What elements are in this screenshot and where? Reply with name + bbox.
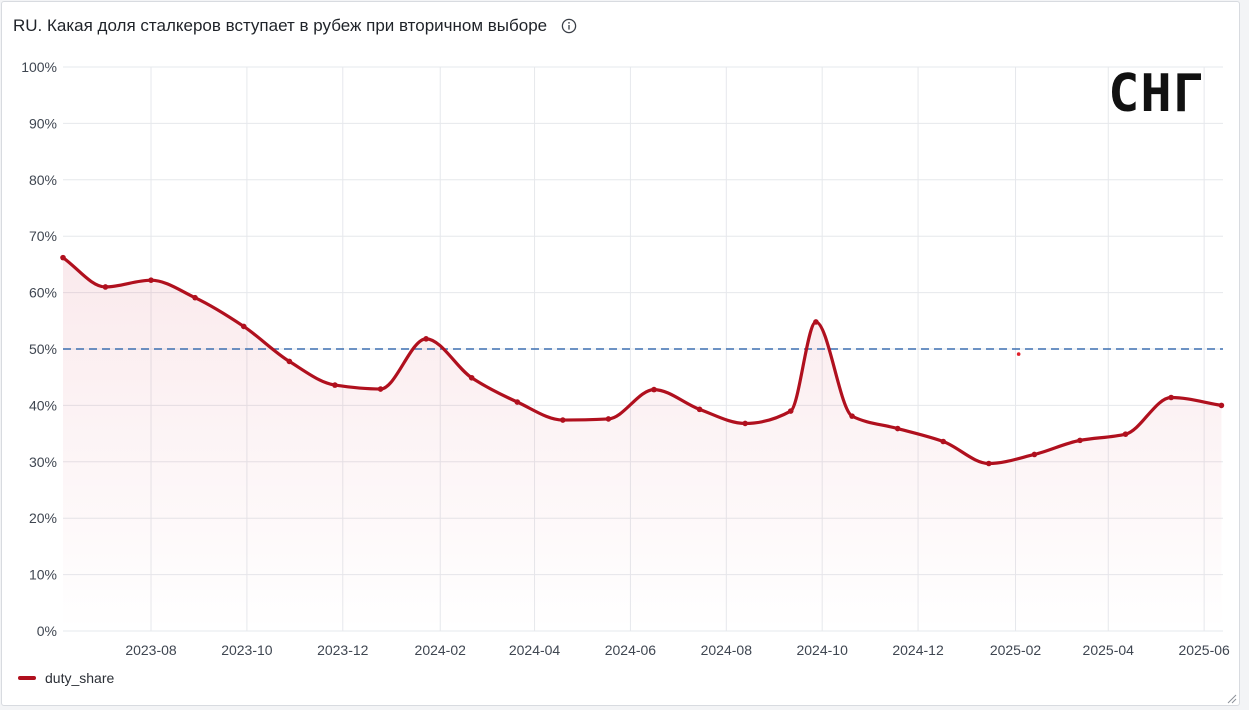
x-tick-label: 2023-12 (317, 642, 369, 658)
x-tick-label: 2024-10 (796, 642, 848, 658)
data-point (605, 416, 612, 422)
y-tick-label: 30% (29, 454, 57, 470)
series-line-duty-share (61, 256, 1224, 466)
data-point (102, 284, 109, 290)
info-circle-icon[interactable] (561, 18, 577, 34)
data-point (377, 386, 384, 392)
resize-corner-icon[interactable] (1225, 691, 1237, 704)
data-point (560, 417, 566, 423)
y-axis: 0% 10% 20% 30% 40% 50% 60% 70% 80% 90% 100% (21, 59, 57, 639)
x-tick-label: 2023-08 (125, 642, 177, 658)
data-point (651, 386, 657, 393)
y-tick-label: 100% (21, 59, 57, 75)
x-tick-label: 2025-02 (990, 642, 1042, 658)
data-point (1031, 451, 1038, 458)
y-tick-label: 50% (29, 341, 57, 357)
data-point (423, 336, 429, 342)
x-tick-label: 2024-08 (701, 642, 753, 658)
series-layer (60, 254, 1225, 631)
data-point (849, 413, 855, 419)
data-point (192, 294, 198, 301)
data-point (787, 408, 794, 414)
data-point (148, 277, 154, 283)
x-tick-label: 2024-02 (415, 642, 467, 658)
data-point (514, 399, 521, 405)
y-tick-label: 0% (37, 623, 57, 639)
x-tick-label: 2024-06 (605, 642, 657, 658)
y-tick-label: 10% (29, 567, 57, 583)
data-point (696, 406, 703, 413)
region-overlay-label: СНГ (1108, 64, 1205, 124)
data-point (60, 254, 66, 261)
data-point (286, 358, 293, 365)
data-point (468, 374, 475, 381)
series-area-duty-share (63, 257, 1222, 631)
x-tick-label: 2024-12 (892, 642, 944, 658)
data-point (332, 382, 338, 388)
data-point (1122, 431, 1129, 437)
data-point (1077, 437, 1083, 444)
x-tick-label: 2025-04 (1083, 642, 1135, 658)
data-point (940, 438, 947, 445)
data-point (742, 420, 748, 427)
y-tick-label: 90% (29, 115, 57, 131)
data-point (894, 425, 901, 432)
x-tick-label: 2025-06 (1178, 642, 1230, 658)
legend-swatch (18, 676, 36, 680)
legend-label: duty_share (45, 670, 115, 686)
x-tick-label: 2024-04 (509, 642, 561, 658)
y-tick-label: 80% (29, 172, 57, 188)
data-point (1168, 394, 1174, 401)
x-axis: 2023-08 2023-10 2023-12 2024-02 2024-04 2024-… (125, 642, 1230, 658)
data-point (1218, 402, 1225, 409)
data-point (985, 460, 992, 467)
x-tick-label: 2023-10 (221, 642, 273, 658)
y-tick-label: 40% (29, 397, 57, 413)
y-tick-label: 20% (29, 510, 57, 526)
panel-header: RU. Какая доля сталкеров вступает в рубе… (2, 2, 1239, 50)
data-point (813, 319, 819, 325)
stray-marker (1016, 352, 1021, 356)
y-tick-label: 70% (29, 228, 57, 244)
legend-item-duty-share[interactable]: duty_share (18, 670, 114, 686)
panel-title: RU. Какая доля сталкеров вступает в рубе… (13, 16, 548, 35)
data-point (240, 323, 247, 330)
y-tick-label: 60% (29, 285, 57, 301)
